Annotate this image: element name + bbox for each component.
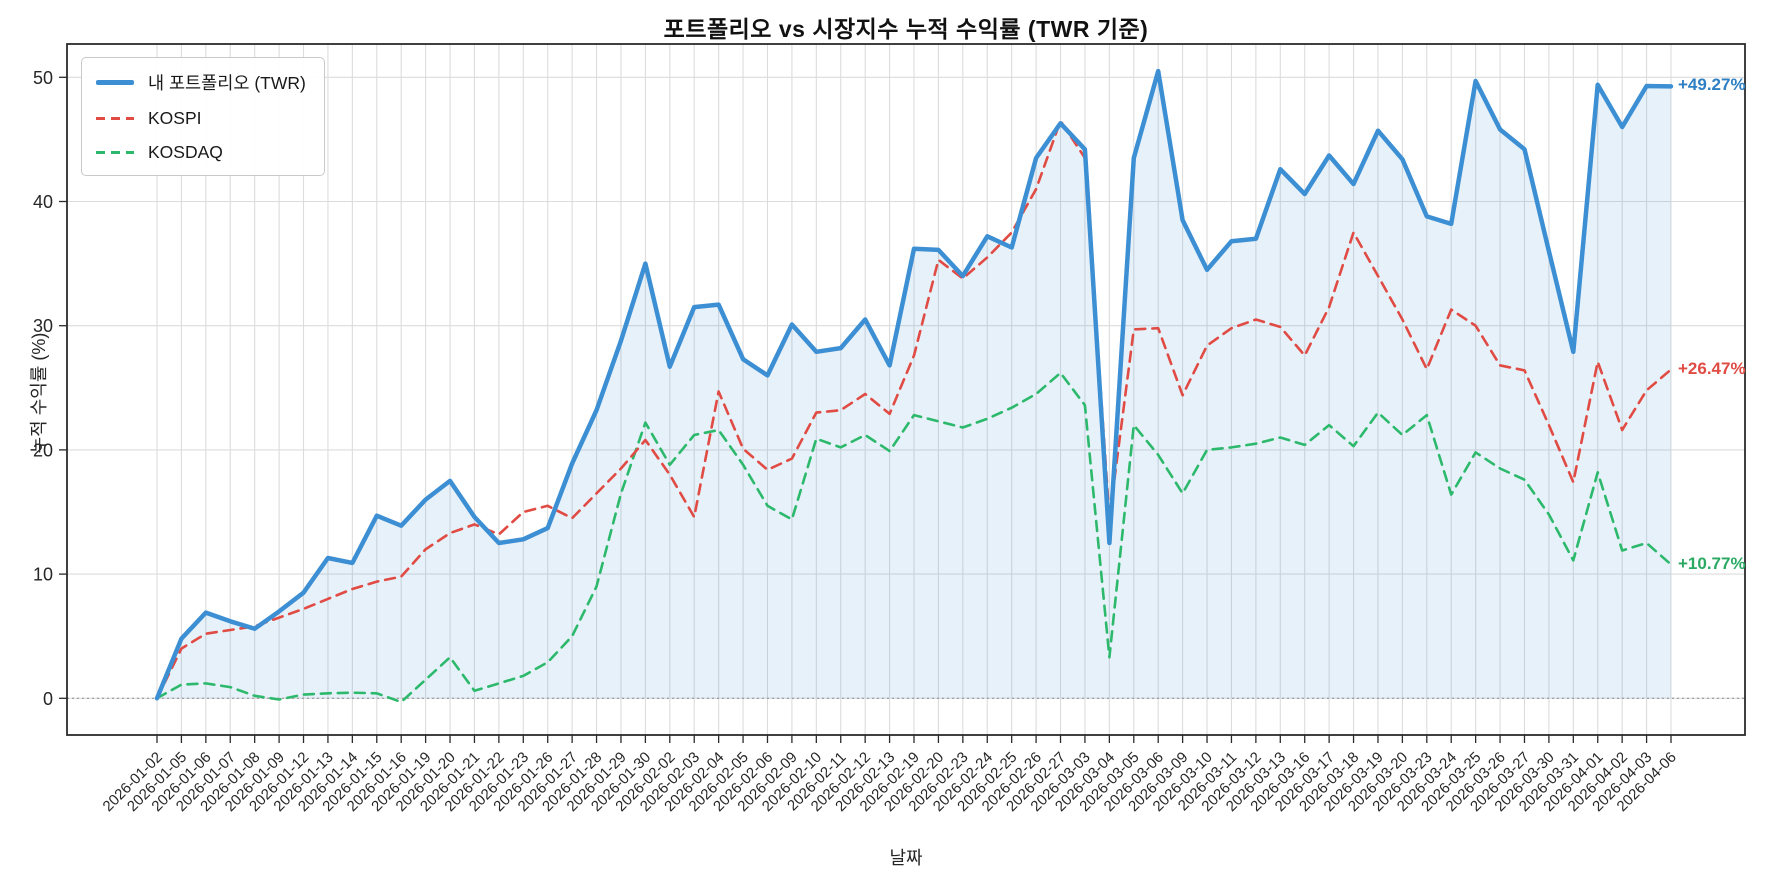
- y-tick-label: 30: [33, 316, 53, 336]
- kospi-line: [155, 119, 1673, 700]
- y-tick-label: 0: [43, 689, 53, 709]
- legend-label-portfolio: 내 포트폴리오 (TWR): [148, 73, 306, 93]
- portfolio-line-swatch: [96, 80, 134, 85]
- legend-item-kospi: KOSPI: [96, 108, 306, 129]
- y-tick-label: 10: [33, 565, 53, 585]
- kosdaq-end-label: +10.77%: [1678, 553, 1746, 573]
- chart-title: 포트폴리오 vs 시장지수 누적 수익률 (TWR 기준): [663, 16, 1149, 42]
- y-tick-label: 20: [33, 440, 53, 460]
- legend-item-kosdaq: KOSDAQ: [96, 142, 306, 163]
- x-axis-title: 날짜: [889, 848, 923, 868]
- portfolio-end-label: +49.27%: [1678, 75, 1746, 95]
- legend-label-kosdaq: KOSDAQ: [148, 142, 223, 162]
- y-tick-label: 50: [33, 68, 53, 88]
- legend-label-kospi: KOSPI: [148, 108, 202, 128]
- portfolio-line: [154, 68, 1674, 701]
- kospi-line-swatch: [96, 116, 134, 121]
- kosdaq-line: [155, 371, 1673, 704]
- y-axis-title: 누적 수익률 (%): [29, 332, 49, 454]
- kospi-end-label: +26.47%: [1678, 358, 1746, 378]
- legend: 내 포트폴리오 (TWR) KOSPI KOSDAQ: [81, 57, 325, 176]
- portfolio-area-fill: [157, 71, 1671, 699]
- plot-border: [66, 43, 1746, 736]
- y-tick-label: 40: [33, 192, 53, 212]
- kosdaq-line-swatch: [96, 150, 134, 155]
- legend-item-portfolio: 내 포트폴리오 (TWR): [96, 70, 306, 95]
